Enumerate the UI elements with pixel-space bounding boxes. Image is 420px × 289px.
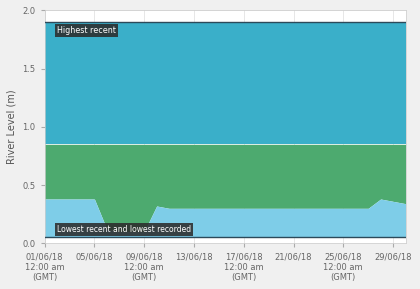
Y-axis label: River Level (m): River Level (m) — [7, 90, 17, 164]
Text: Highest recent: Highest recent — [57, 25, 116, 35]
Text: Lowest recent and lowest recorded: Lowest recent and lowest recorded — [57, 225, 191, 234]
